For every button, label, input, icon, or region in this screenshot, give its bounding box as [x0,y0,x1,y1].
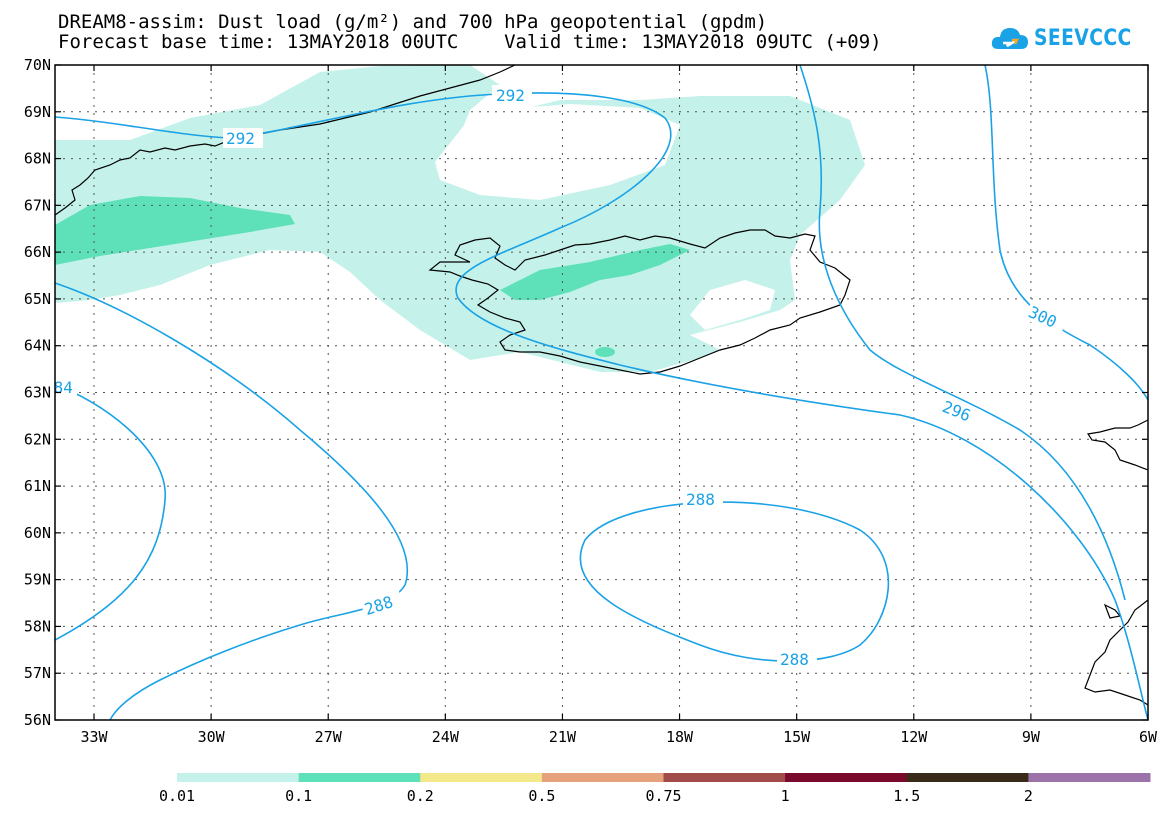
colorbar: 0.01 0.1 0.2 0.5 0.75 1 1.5 2 [159,773,1151,805]
contour-288-center [579,501,890,662]
dust-hole-north [435,104,680,200]
lon-label: 30W [198,728,226,746]
lat-label: 62N [24,430,51,448]
colorbar-label: 2 [1024,787,1033,805]
scotland-coast [1084,599,1148,706]
chart-subtitle: Forecast base time: 13MAY2018 00UTC Vali… [58,31,882,53]
dust-area-mid-west [55,196,295,265]
contour-label-292-west: 292 [226,129,255,148]
lon-label: 21W [549,728,577,746]
lat-label: 67N [24,196,51,214]
lat-label: 57N [24,664,51,682]
colorbar-label: 0.01 [159,787,195,805]
iceland-coast [428,229,851,375]
lat-label: 65N [24,290,51,308]
lon-label: 24W [432,728,460,746]
logo-text: SEEVCCC [1034,25,1132,51]
colorbar-label: 0.1 [285,787,312,805]
lat-label: 58N [24,617,51,635]
longitude-axis: 33W 30W 27W 24W 21W 18W 15W 12W 9W 6W [80,65,1158,746]
colorbar-swatch [420,773,543,782]
geopotential-contours [55,65,1148,720]
dust-area-mid-iceland [500,244,690,300]
lat-label: 63N [24,384,51,402]
chart-title: DREAM8-assim: Dust load (g/m²) and 700 h… [58,11,768,33]
lat-label: 60N [24,524,51,542]
lon-label: 15W [783,728,811,746]
colorbar-label: 0.75 [645,787,681,805]
contour-label-292-north: 292 [496,86,525,105]
latitude-axis: 70N 69N 68N 67N 66N 65N 64N 63N 62N 61N 60N 59N 58N 5… [24,56,1148,729]
contour-label-288-top: 288 [686,490,715,509]
seevccc-logo: SEEVCCC [990,22,1149,54]
lat-label: 70N [24,56,51,74]
map-gridlines [55,65,1148,720]
contour-300 [984,65,1148,401]
colorbar-swatch [177,773,300,782]
lon-label: 18W [666,728,694,746]
coastlines [55,65,1148,706]
lat-label: 56N [24,711,51,729]
contour-296 [799,65,1126,601]
lon-label: 12W [900,728,928,746]
colorbar-label: 1 [781,787,790,805]
lat-label: 69N [24,103,51,121]
contour-label-288-west: 288 [362,592,395,619]
colorbar-swatch [906,773,1029,782]
lat-label: 59N [24,571,51,589]
colorbar-swatch [298,773,421,782]
lat-label: 61N [24,477,51,495]
colorbar-label: 0.2 [407,787,434,805]
dust-area-mid-small [595,347,615,357]
contour-292 [55,92,1148,720]
greenland-coast [55,65,516,216]
dust-load-shading [55,65,865,372]
norway-coast-north [1086,419,1148,471]
lon-label: 6W [1139,728,1158,746]
colorbar-label: 0.5 [528,787,555,805]
lon-label: 9W [1022,728,1041,746]
lat-label: 64N [24,337,51,355]
lon-label: 33W [80,728,108,746]
colorbar-swatch [541,773,664,782]
colorbar-swatch [663,773,786,782]
contour-288-west [55,282,408,720]
colorbar-swatch [1028,773,1151,782]
dust-hole-se [690,280,775,330]
contour-284 [55,384,166,641]
contour-label-288-bottom: 288 [780,650,809,669]
lon-label: 27W [315,728,343,746]
lat-label: 68N [24,150,51,168]
colorbar-label: 1.5 [893,787,920,805]
colorbar-swatch [785,773,908,782]
cloud-icon [991,28,1028,49]
lat-label: 66N [24,243,51,261]
